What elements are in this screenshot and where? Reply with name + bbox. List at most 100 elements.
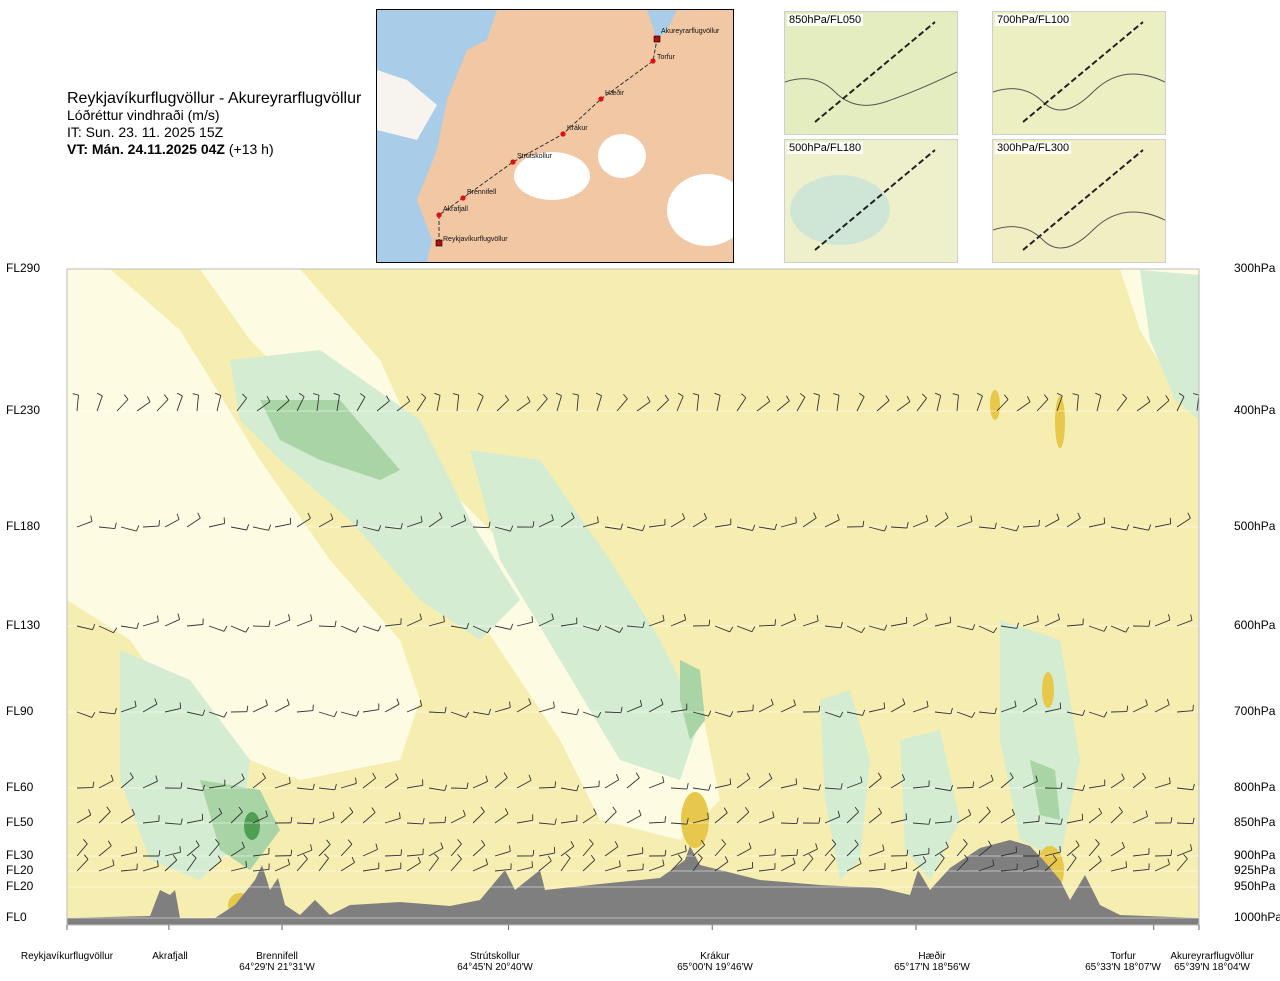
wind-barb: [912, 818, 931, 825]
wind-barb: [428, 512, 443, 528]
waypoint-coord: 65°17'N 18°56'W: [894, 962, 970, 973]
wind-barb: [1000, 772, 1014, 789]
wind-barb: [916, 393, 927, 412]
field-updraft-3: [1140, 270, 1199, 420]
wind-barb: [1132, 848, 1150, 857]
wind-barb: [736, 806, 750, 824]
wind-barb: [236, 393, 247, 412]
wind-barb: [538, 818, 557, 825]
wind-barb: [318, 853, 329, 872]
wind-barb: [296, 614, 313, 627]
wind-barb: [604, 625, 624, 633]
wind-barb: [1154, 517, 1172, 528]
wind-barb: [318, 513, 334, 528]
wind-barb: [616, 394, 628, 412]
wind-barb: [670, 513, 686, 528]
wind-barb: [1154, 698, 1170, 713]
wind-barb: [780, 516, 797, 528]
wind-barb: [1088, 517, 1106, 528]
wind-barb: [516, 849, 535, 857]
pressure-level-label: 900hPa: [1234, 848, 1276, 862]
wind-barb: [934, 841, 949, 857]
wind-barb: [494, 701, 511, 713]
wind-barb: [692, 812, 709, 824]
wind-barb: [1154, 858, 1170, 872]
wind-barb: [76, 809, 92, 824]
level-map-300-route: [1022, 149, 1144, 251]
wind-barb: [450, 854, 462, 872]
wind-barb: [572, 393, 579, 412]
field-updraft-2: [470, 450, 700, 780]
wind-barb: [582, 516, 599, 528]
wind-barb: [780, 778, 798, 789]
wind-barb: [1088, 711, 1108, 718]
wind-barb: [934, 392, 942, 412]
route-map-glacier-2: [598, 134, 646, 178]
wind-barb: [736, 842, 752, 857]
level-map-500-uplift-area: [790, 175, 890, 245]
route-map-glacier-3: [667, 174, 733, 246]
level-map-300-svg: [993, 140, 1165, 262]
wind-barb: [956, 809, 972, 824]
wind-barb: [780, 613, 797, 627]
wind-barb: [1022, 519, 1040, 528]
wind-barb: [516, 521, 535, 528]
wind-barb: [1044, 613, 1061, 627]
wind-barb: [1110, 773, 1125, 789]
wind-barb: [802, 705, 821, 713]
wind-barb: [142, 615, 159, 627]
wind-barb: [636, 396, 651, 412]
wind-barb: [846, 776, 863, 789]
wind-barb: [824, 621, 843, 629]
wind-barb: [714, 392, 721, 412]
wind-barb: [98, 522, 117, 529]
wind-barb: [340, 625, 360, 633]
level-map-850-route: [814, 21, 936, 123]
wind-barb: [604, 706, 623, 714]
field-updraft-6: [1000, 620, 1080, 860]
wind-barb: [434, 392, 441, 412]
wind-barb: [296, 844, 313, 857]
field-downdraft-2: [1036, 846, 1064, 894]
wind-barb: [384, 812, 401, 824]
wind-barb: [406, 613, 422, 627]
wind-barb: [76, 623, 96, 631]
wind-barb: [890, 849, 909, 857]
waypoint-name: Krákur: [700, 951, 730, 962]
wind-barb: [142, 815, 160, 824]
wind-barb: [912, 700, 929, 713]
wind-barb: [318, 620, 337, 628]
wind-barb: [406, 515, 423, 528]
waypoint-name: Brennifell: [256, 951, 298, 962]
wind-barb: [868, 624, 888, 631]
wind-barb: [670, 854, 683, 872]
waypoint-label: Akureyrarflugvöllur 65°39'N 18°04'W: [1152, 951, 1272, 973]
wind-barb: [890, 522, 909, 529]
route-map-airport-marker: [435, 239, 443, 247]
wind-barb: [976, 392, 983, 412]
wind-barb: [582, 854, 596, 872]
wind-barb: [1022, 775, 1038, 789]
wind-barb: [406, 817, 425, 825]
field-updraft-4: [120, 650, 250, 880]
waypoint-label: Akrafjall: [110, 951, 230, 962]
wind-barb: [216, 269, 217, 270]
route-map-glacier-1: [514, 152, 590, 200]
wind-barb: [1066, 618, 1084, 627]
wind-barb: [670, 783, 689, 790]
wind-barb: [846, 625, 866, 634]
wind-barb: [164, 513, 180, 528]
wind-barb: [1056, 392, 1063, 412]
wind-barbs: [72, 269, 1199, 872]
wind-barb: [560, 853, 571, 872]
wind-barb: [98, 774, 114, 789]
waypoint-name: Strútskollur: [469, 951, 520, 962]
wind-barb: [396, 395, 411, 412]
wind-barb: [77, 269, 78, 270]
wind-barb: [472, 521, 491, 529]
level-map-500-route: [814, 149, 936, 251]
wind-barb: [890, 617, 908, 627]
wind-barb: [317, 269, 318, 270]
route-map-label: Akureyrarflugvöllur: [661, 28, 720, 35]
wind-barb: [670, 613, 687, 627]
